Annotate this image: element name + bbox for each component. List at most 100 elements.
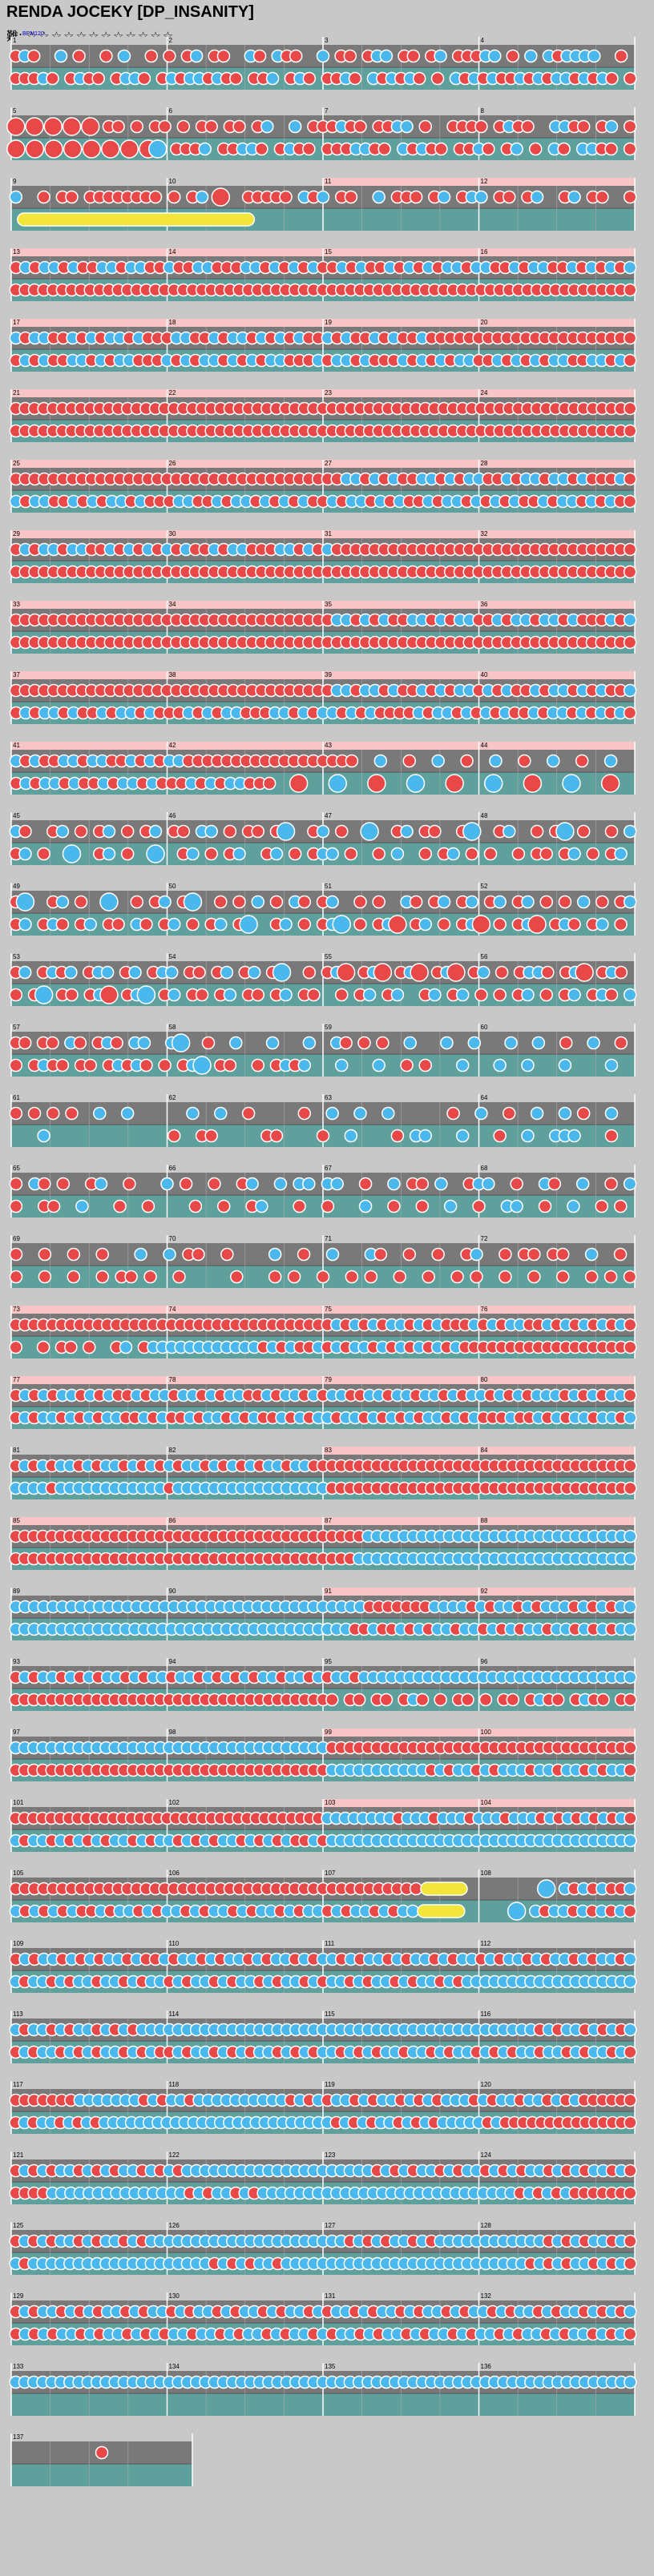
ka-note bbox=[328, 774, 347, 793]
ka-note bbox=[316, 824, 330, 839]
ka-note bbox=[465, 895, 479, 909]
ka-note bbox=[431, 754, 445, 768]
don-note bbox=[95, 2445, 109, 2460]
ka-note bbox=[547, 754, 560, 768]
don-note bbox=[614, 965, 628, 980]
measure-label: 131 bbox=[325, 2292, 336, 2300]
don-note bbox=[418, 1058, 432, 1073]
measure-row: 25 26 27 28 bbox=[9, 460, 637, 513]
ka-note bbox=[440, 1036, 454, 1050]
measure-label: 122 bbox=[169, 2151, 180, 2159]
ka-note bbox=[214, 1106, 228, 1121]
don-note bbox=[482, 142, 495, 156]
don-note bbox=[25, 117, 44, 136]
don-note bbox=[474, 988, 488, 1002]
don-note bbox=[139, 1058, 153, 1073]
don-note bbox=[506, 49, 520, 63]
don-note bbox=[406, 49, 421, 63]
measure-row: 5 6 7 8 bbox=[6, 107, 637, 160]
don-note bbox=[600, 774, 620, 793]
don-note bbox=[192, 1247, 205, 1262]
measure-row: 9 10 11 12 bbox=[9, 178, 637, 231]
ka-note bbox=[344, 1129, 358, 1143]
measure-label: 111 bbox=[325, 1940, 335, 1947]
don-note bbox=[9, 1340, 22, 1354]
don-note bbox=[402, 1247, 416, 1262]
ka-note bbox=[245, 1177, 259, 1191]
don-note bbox=[624, 1459, 637, 1473]
ka-note bbox=[474, 1106, 488, 1121]
don-note bbox=[624, 2115, 637, 2130]
ka-note bbox=[623, 1952, 637, 1966]
don-note bbox=[120, 847, 135, 861]
ka-note bbox=[62, 844, 82, 863]
don-note bbox=[113, 1199, 127, 1214]
don-note bbox=[158, 1058, 172, 1073]
ka-note bbox=[148, 824, 163, 839]
don-note bbox=[541, 965, 555, 980]
measure-row: 21 22 23 24 bbox=[9, 389, 637, 442]
measure-label: 137 bbox=[13, 2433, 24, 2441]
ka-note bbox=[624, 1670, 637, 1684]
drumroll-note bbox=[417, 1904, 466, 1918]
ka-note bbox=[316, 190, 330, 204]
don-note bbox=[297, 917, 312, 932]
ka-note bbox=[379, 49, 394, 63]
measure-label: 61 bbox=[13, 1094, 20, 1101]
don-note bbox=[586, 847, 600, 861]
don-note bbox=[483, 847, 498, 861]
measure-row: 89 90 91 92 bbox=[9, 1588, 637, 1640]
don-note bbox=[204, 119, 218, 134]
measure-label: 103 bbox=[325, 1799, 336, 1806]
ka-note bbox=[99, 892, 119, 912]
don-note bbox=[216, 1199, 231, 1214]
measure-label: 101 bbox=[13, 1799, 24, 1806]
don-note bbox=[120, 824, 135, 839]
don-note bbox=[67, 1270, 81, 1284]
ka-note bbox=[567, 1129, 581, 1143]
don-note bbox=[43, 117, 63, 136]
don-note bbox=[559, 1036, 573, 1050]
ka-note bbox=[94, 1177, 108, 1191]
ka-note bbox=[443, 1199, 458, 1214]
don-note bbox=[377, 142, 391, 156]
ka-note bbox=[587, 49, 601, 63]
don-note bbox=[297, 1247, 311, 1262]
don-note bbox=[373, 963, 393, 982]
measure-label: 35 bbox=[325, 601, 332, 608]
don-note bbox=[223, 824, 237, 839]
don-note bbox=[37, 190, 50, 204]
ka-note bbox=[64, 965, 78, 980]
ka-note bbox=[524, 49, 538, 63]
don-note bbox=[302, 965, 317, 980]
don-note bbox=[293, 1199, 306, 1214]
don-note bbox=[27, 1106, 42, 1121]
ka-note bbox=[272, 963, 292, 982]
don-note bbox=[422, 1270, 435, 1284]
don-note bbox=[25, 139, 45, 159]
don-note bbox=[418, 119, 432, 134]
don-note bbox=[204, 847, 218, 861]
measure-label: 21 bbox=[13, 389, 20, 396]
don-note bbox=[46, 1199, 61, 1214]
measure-label: 53 bbox=[13, 953, 20, 960]
don-note bbox=[65, 1106, 79, 1121]
ka-note bbox=[247, 965, 261, 980]
don-note bbox=[344, 190, 358, 204]
don-note bbox=[211, 187, 231, 207]
ka-note bbox=[137, 1036, 151, 1050]
don-note bbox=[511, 847, 526, 861]
don-note bbox=[465, 847, 479, 861]
measure-label: 14 bbox=[169, 248, 176, 256]
ka-note bbox=[268, 1247, 282, 1262]
don-note bbox=[74, 895, 88, 909]
measure-label: 9 bbox=[13, 178, 17, 185]
measure-label: 116 bbox=[481, 2010, 491, 2018]
measure-label: 105 bbox=[13, 1870, 24, 1877]
ka-note bbox=[232, 847, 246, 861]
don-note bbox=[624, 1318, 637, 1332]
don-note bbox=[316, 1270, 330, 1284]
don-note bbox=[139, 917, 153, 932]
ka-note bbox=[510, 142, 523, 156]
ka-note bbox=[158, 895, 172, 909]
